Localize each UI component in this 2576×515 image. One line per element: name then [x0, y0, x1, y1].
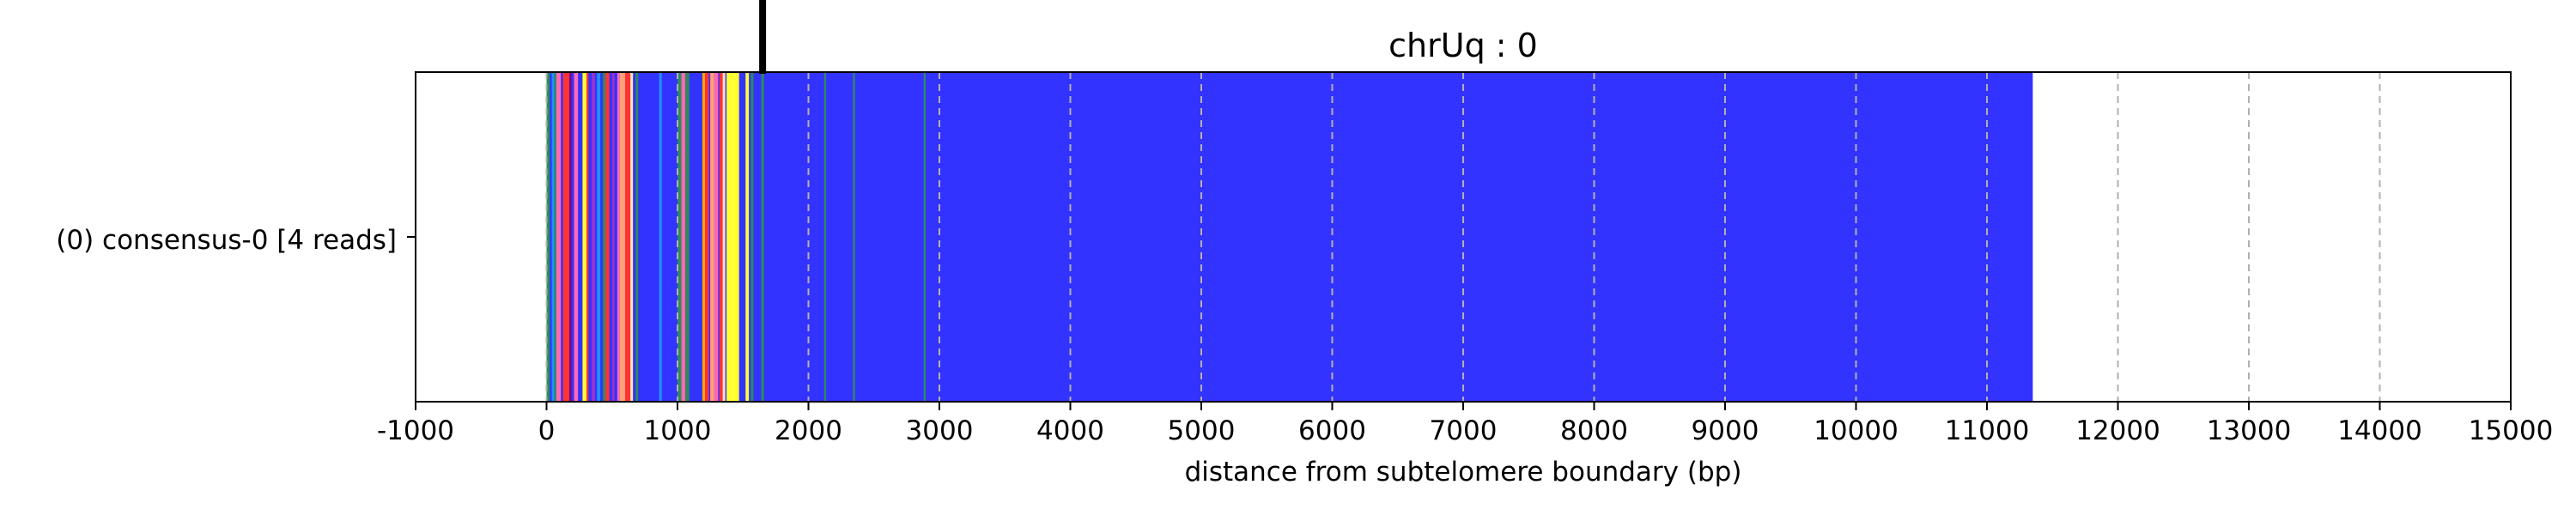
x-tick-label-5: 4000 — [1036, 415, 1104, 446]
x-tick-label-14: 13000 — [2207, 415, 2292, 446]
segment-21 — [659, 72, 662, 402]
x-tick-label-6: 5000 — [1168, 415, 1236, 446]
x-tick-label-9: 8000 — [1560, 415, 1628, 446]
read-background-band — [546, 72, 2033, 402]
segment-25 — [702, 72, 706, 402]
segment-20 — [635, 72, 639, 402]
x-tick-label-15: 14000 — [2337, 415, 2422, 446]
segment-15 — [611, 72, 615, 402]
segment-14 — [605, 72, 610, 402]
segment-23 — [681, 72, 686, 402]
x-tick-label-7: 6000 — [1298, 415, 1366, 446]
segment-2 — [554, 72, 556, 402]
x-tick-label-12: 11000 — [1945, 415, 2030, 446]
segment-22 — [677, 72, 682, 402]
segment-34 — [761, 72, 764, 402]
segment-9 — [582, 72, 587, 402]
x-tick-label-13: 12000 — [2075, 415, 2160, 446]
segment-11 — [592, 72, 595, 402]
segment-24 — [685, 72, 690, 402]
segment-3 — [556, 72, 562, 402]
x-tick-label-11: 10000 — [1814, 415, 1899, 446]
segment-10 — [586, 72, 589, 402]
segment-12 — [597, 72, 601, 402]
segment-33 — [750, 72, 754, 402]
segment-6 — [569, 72, 572, 402]
row-label: (0) consensus-0 [4 reads] — [56, 225, 397, 256]
x-tick-label-10: 9000 — [1692, 415, 1759, 446]
x-tick-label-3: 2000 — [775, 415, 842, 446]
segment-1 — [551, 72, 555, 402]
segment-5 — [562, 72, 570, 402]
segment-26 — [705, 72, 709, 402]
segment-36 — [853, 72, 855, 402]
x-axis: -1000 0 1000 2000 3000 4000 5000 6000 7000 8000 90… — [377, 402, 2553, 446]
segment-31 — [726, 72, 739, 402]
segment-37 — [923, 72, 926, 402]
x-tick-label-0: -1000 — [377, 415, 454, 446]
segment-29 — [719, 72, 723, 402]
segment-17 — [619, 72, 625, 402]
segment-18 — [625, 72, 631, 402]
plot-area — [415, 0, 2512, 403]
x-tick-label-2: 1000 — [644, 415, 712, 446]
x-tick-label-4: 3000 — [906, 415, 974, 446]
x-tick-label-1: 0 — [538, 415, 556, 446]
segment-4 — [561, 72, 563, 402]
segment-13 — [603, 72, 606, 402]
segment-0 — [546, 72, 550, 402]
segment-27 — [710, 72, 714, 402]
segment-16 — [617, 72, 620, 402]
segment-7 — [571, 72, 574, 402]
segment-8 — [574, 72, 579, 402]
chart-title: chrUq : 0 — [1388, 27, 1538, 64]
segment-30 — [722, 72, 726, 402]
segment-32 — [745, 72, 750, 402]
x-tick-label-16: 15000 — [2469, 415, 2554, 446]
segment-28 — [714, 72, 719, 402]
x-tick-label-8: 7000 — [1430, 415, 1498, 446]
x-axis-label: distance from subtelomere boundary (bp) — [1185, 457, 1742, 488]
segment-35 — [823, 72, 827, 402]
segment-19 — [630, 72, 634, 402]
